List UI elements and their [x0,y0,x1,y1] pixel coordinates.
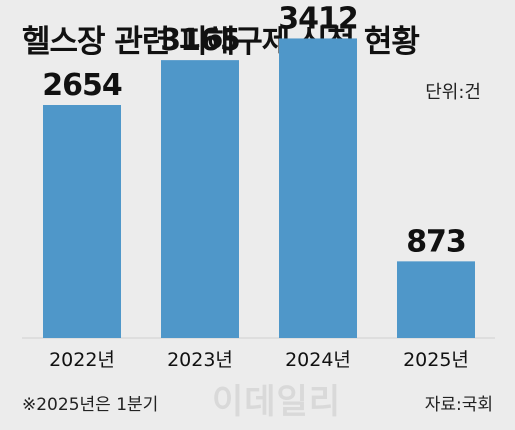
footnote: ※2025년은 1분기 [22,395,159,415]
bar-value-label: 2654 [42,68,122,103]
category-label: 2025년 [403,349,469,371]
bar-2 [161,60,239,338]
bar-4 [397,261,475,338]
category-label: 2024년 [285,349,351,371]
bar-1 [43,104,121,338]
bars-group: 2654 2022년 3165 2023년 3412 2024년 873 2025년 [42,1,475,371]
unit-label: 단위:건 [425,82,481,103]
category-label: 2022년 [49,349,115,371]
bar-value-label: 873 [406,224,466,259]
watermark-logo: 이데일리 [212,382,342,422]
bar-value-label: 3412 [278,1,358,36]
source-label: 자료:국회 [424,395,493,415]
category-label: 2023년 [167,349,233,371]
bar-3 [279,38,357,338]
bar-value-label: 3165 [160,23,240,58]
